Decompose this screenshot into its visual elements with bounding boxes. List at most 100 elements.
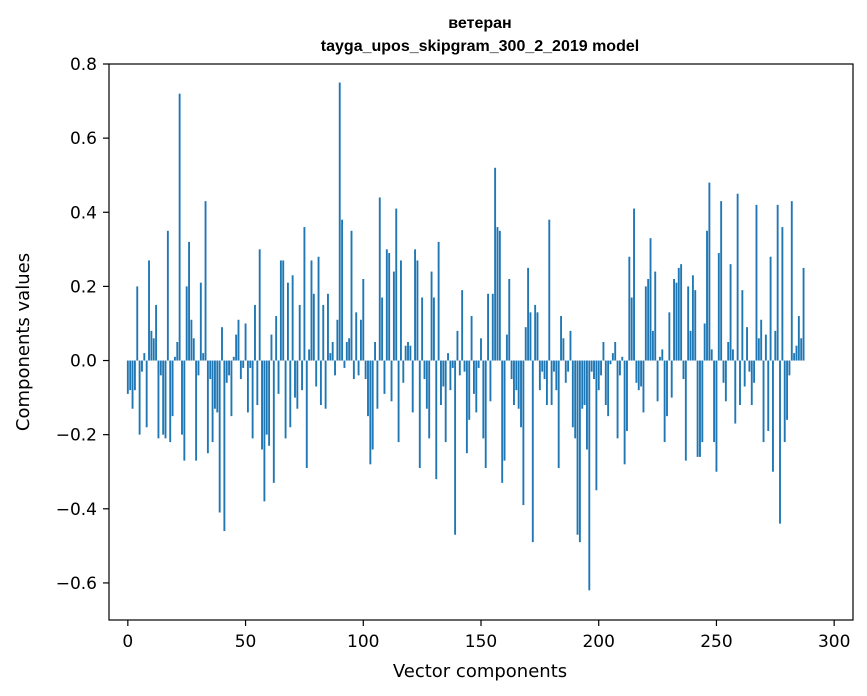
bar xyxy=(675,282,678,361)
bar xyxy=(498,230,501,361)
bar xyxy=(291,275,294,361)
bar xyxy=(661,349,664,361)
bar xyxy=(336,319,339,361)
bar xyxy=(181,360,183,435)
bar xyxy=(717,253,720,361)
bar xyxy=(710,349,713,361)
bar xyxy=(237,319,240,361)
bar xyxy=(359,319,362,361)
bar xyxy=(319,360,322,406)
bar xyxy=(790,201,793,361)
bar xyxy=(715,360,718,472)
bar xyxy=(232,356,235,361)
bar xyxy=(538,360,541,391)
bar xyxy=(185,286,188,361)
y-tick-label: −0.4 xyxy=(56,500,97,520)
bar xyxy=(677,267,680,361)
bar xyxy=(548,219,551,361)
bar xyxy=(757,338,760,361)
bar xyxy=(209,360,212,380)
bar xyxy=(437,241,440,361)
bar xyxy=(666,360,668,417)
bar xyxy=(268,360,271,446)
bar xyxy=(764,334,767,361)
bar xyxy=(430,271,433,361)
bar xyxy=(593,360,595,380)
bar xyxy=(623,360,626,465)
bar xyxy=(505,334,508,361)
bar xyxy=(204,201,207,361)
bar xyxy=(654,271,657,361)
bar xyxy=(684,360,687,461)
bar xyxy=(602,342,605,361)
bar xyxy=(564,360,567,383)
y-tick-label: 0.4 xyxy=(70,203,97,223)
bar xyxy=(157,360,160,439)
bar xyxy=(444,360,447,443)
bar xyxy=(534,304,537,361)
bar xyxy=(463,360,466,372)
bar xyxy=(522,360,525,506)
bar xyxy=(376,360,379,409)
bar xyxy=(407,342,409,361)
bar xyxy=(263,360,266,502)
bar xyxy=(682,360,685,380)
bar xyxy=(595,360,598,491)
bar xyxy=(246,360,249,413)
bar xyxy=(734,360,737,424)
bar xyxy=(402,360,405,383)
bar xyxy=(378,197,381,361)
bar xyxy=(628,256,631,361)
bar xyxy=(440,360,442,406)
bar xyxy=(211,360,214,443)
bar xyxy=(308,349,311,361)
bar xyxy=(150,330,153,361)
bar xyxy=(254,304,256,361)
bar xyxy=(635,360,638,383)
chart-title-line1: ветеран xyxy=(448,15,511,32)
bar xyxy=(543,360,546,380)
bar xyxy=(296,360,299,409)
bar xyxy=(663,360,666,443)
bar xyxy=(235,334,238,361)
bar xyxy=(626,360,628,431)
bar xyxy=(597,360,600,391)
bar xyxy=(223,360,226,532)
x-tick-label: 50 xyxy=(235,632,257,652)
bar xyxy=(277,360,280,394)
bar xyxy=(651,330,654,361)
chart-title-line2: tayga_upos_skipgram_300_2_2019 model xyxy=(321,38,639,55)
bar xyxy=(456,330,459,361)
bar xyxy=(176,342,179,361)
bar xyxy=(242,360,245,368)
bar xyxy=(371,360,374,450)
bar xyxy=(600,360,603,376)
bar xyxy=(345,342,348,361)
bar xyxy=(258,249,261,361)
bar xyxy=(294,360,296,398)
x-axis-ticks: 0 50 100 150 200 250 300 xyxy=(122,620,850,652)
bar xyxy=(141,360,143,372)
bar xyxy=(228,360,231,376)
bar xyxy=(510,360,513,380)
bar xyxy=(578,360,581,543)
bar xyxy=(586,360,588,450)
bar xyxy=(369,360,372,465)
bar xyxy=(425,360,428,409)
bar xyxy=(414,249,417,361)
bar xyxy=(465,360,468,454)
bar xyxy=(793,353,796,361)
bar xyxy=(487,293,489,361)
bar xyxy=(574,360,577,439)
bar xyxy=(385,249,388,361)
bar xyxy=(327,293,329,361)
bar xyxy=(668,312,671,361)
bar xyxy=(680,264,683,361)
bar xyxy=(496,227,499,361)
x-tick-label: 150 xyxy=(465,632,497,652)
bar xyxy=(703,323,706,361)
bar xyxy=(750,360,753,406)
bar xyxy=(788,360,791,376)
bar xyxy=(322,304,325,361)
bar xyxy=(230,360,233,417)
